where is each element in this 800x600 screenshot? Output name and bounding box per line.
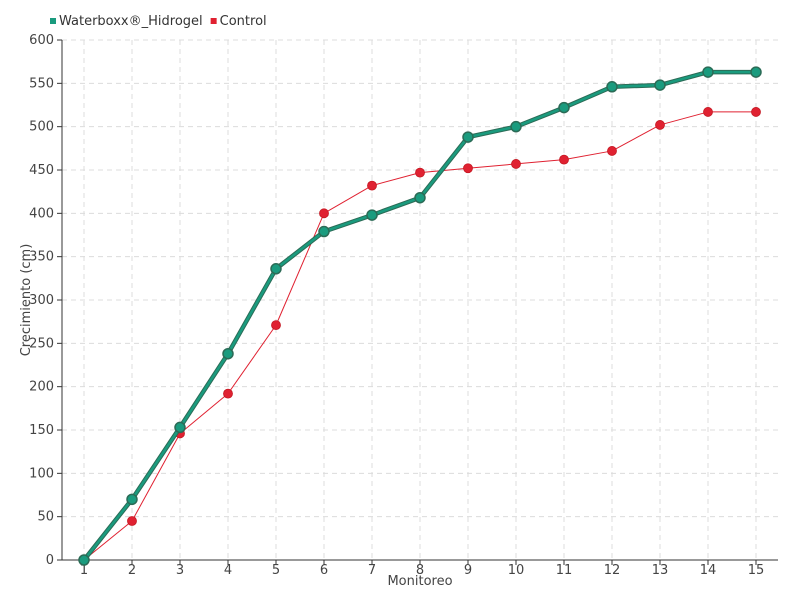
x-tick-label: 13 xyxy=(652,563,669,578)
y-tick-label: 350 xyxy=(29,250,54,265)
legend-swatch-control xyxy=(210,18,217,24)
data-point xyxy=(655,120,665,130)
legend-swatch-waterboxx xyxy=(50,18,56,24)
data-point xyxy=(127,516,137,526)
y-axis-title: Crecimiento (cm) xyxy=(19,244,34,357)
data-point xyxy=(750,66,762,78)
data-point xyxy=(366,209,378,221)
data-point xyxy=(126,493,138,506)
legend-label-waterboxx: Waterboxx®_Hidrogel xyxy=(59,14,203,29)
x-tick-label: 3 xyxy=(176,563,184,578)
data-point xyxy=(318,225,330,238)
series-control xyxy=(79,107,761,565)
y-tick-label: 200 xyxy=(29,380,54,395)
x-tick-label: 2 xyxy=(128,563,136,578)
x-tick-label: 9 xyxy=(464,563,472,578)
data-point xyxy=(270,263,282,275)
x-axis-title: Monitoreo xyxy=(387,574,452,589)
data-point xyxy=(703,107,713,117)
data-point xyxy=(462,131,474,143)
x-tick-label: 12 xyxy=(604,563,621,578)
data-point xyxy=(367,180,377,191)
y-tick-label: 600 xyxy=(29,33,54,48)
data-point xyxy=(654,79,666,91)
series-waterboxx xyxy=(78,66,762,566)
data-point xyxy=(606,81,618,93)
series xyxy=(78,66,762,566)
data-point xyxy=(271,320,281,331)
data-point xyxy=(222,347,234,360)
y-tick-label: 300 xyxy=(29,293,54,308)
x-tick-label: 7 xyxy=(368,563,376,578)
data-point xyxy=(223,388,233,399)
y-tick-label: 0 xyxy=(46,553,54,568)
data-point xyxy=(78,554,90,566)
axes xyxy=(57,39,778,565)
x-tick-label: 14 xyxy=(700,563,717,578)
data-point xyxy=(510,120,522,133)
data-point xyxy=(414,191,426,204)
data-point xyxy=(319,208,329,219)
data-point xyxy=(174,421,186,434)
series-line-outline xyxy=(82,69,756,562)
legend: Waterboxx®_Hidrogel Control xyxy=(50,14,267,29)
y-tick-label: 500 xyxy=(29,120,54,135)
x-tick-label: 6 xyxy=(320,563,328,578)
data-point xyxy=(702,66,714,78)
data-point xyxy=(751,107,761,117)
data-point xyxy=(415,167,425,178)
x-tick-label: 1 xyxy=(80,563,88,578)
y-tick-label: 50 xyxy=(37,510,54,525)
series-line xyxy=(83,70,756,561)
data-point xyxy=(607,146,617,156)
legend-label-control: Control xyxy=(220,14,267,29)
data-point xyxy=(558,101,570,114)
x-tick-label: 10 xyxy=(508,563,525,578)
y-tick-label: 250 xyxy=(29,336,54,351)
x-tick-label: 8 xyxy=(416,563,424,578)
y-tick-labels: 0 50 100 150 200 250 300 350 400 450 500 550 600 xyxy=(29,33,54,568)
y-tick-label: 550 xyxy=(29,76,54,91)
grid xyxy=(62,39,778,560)
y-tick-label: 450 xyxy=(29,163,54,178)
data-point xyxy=(511,159,521,169)
x-tick-label: 15 xyxy=(748,563,765,578)
x-tick-label: 11 xyxy=(556,563,573,578)
x-tick-labels: 1 2 3 4 5 6 7 8 9 10 11 12 13 14 15 xyxy=(80,563,764,578)
x-tick-label: 4 xyxy=(224,563,232,578)
data-point xyxy=(463,163,473,174)
x-tick-label: 5 xyxy=(272,563,280,578)
data-point xyxy=(559,154,569,165)
y-tick-label: 150 xyxy=(29,423,54,438)
y-tick-label: 100 xyxy=(29,466,54,481)
y-tick-label: 400 xyxy=(29,206,54,221)
